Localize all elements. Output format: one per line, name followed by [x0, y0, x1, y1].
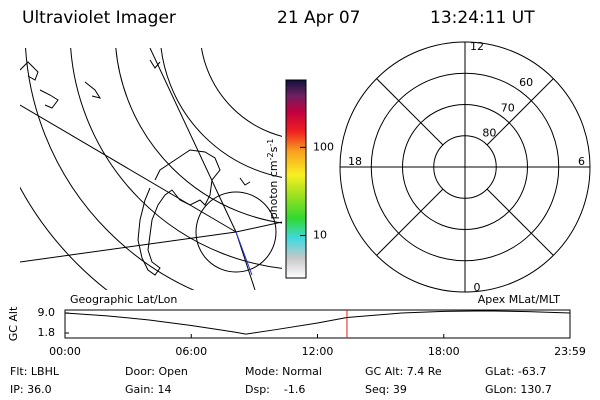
- date: 21 Apr 07: [277, 8, 360, 28]
- x-tick-label: 12:00: [302, 345, 334, 358]
- colorbar-tick-label: 100: [313, 140, 334, 153]
- y-tick-label: 1.8: [38, 326, 56, 339]
- geo-map: [20, 48, 282, 290]
- info-field: Gain: 14: [125, 383, 172, 396]
- polar-plot: 80 70 60 0 6 12 18: [339, 40, 591, 294]
- x-tick-label: 06:00: [175, 345, 207, 358]
- colorbar: [285, 79, 307, 279]
- left-label: Geographic Lat/Lon: [70, 293, 177, 306]
- polar-spoke: [376, 188, 444, 256]
- altitude-curve: [64, 310, 571, 335]
- lat-label: 60: [519, 76, 533, 89]
- mlt-label: 12: [470, 40, 484, 53]
- lat-label: 70: [501, 101, 515, 114]
- info-field: Flt: LBHL: [10, 365, 60, 378]
- mlt-label: 0: [474, 281, 481, 294]
- colorbar-label: photon cm-2s-1: [266, 139, 281, 220]
- info-field: Dsp: -1.6: [245, 383, 305, 396]
- mlt-label: 18: [348, 155, 362, 168]
- mlt-label: 6: [578, 155, 585, 168]
- x-tick-label: 18:00: [428, 345, 460, 358]
- info-field: Mode: Normal: [245, 365, 322, 378]
- info-field: GC Alt: 7.4 Re: [365, 365, 442, 378]
- info-panel: Flt: LBHL IP: 36.0 Door: Open Gain: 14 Mode:…: [10, 365, 552, 396]
- polar-spoke: [486, 188, 554, 256]
- time: 13:24:11 UT: [430, 8, 535, 28]
- info-field: IP: 36.0: [10, 383, 52, 396]
- x-tick-label: 23:59: [554, 345, 586, 358]
- plot-frame: [64, 309, 571, 339]
- x-tick-label: 00:00: [49, 345, 81, 358]
- y-tick-label: 9.0: [38, 306, 56, 319]
- right-label: Apex MLat/MLT: [478, 293, 561, 306]
- colorbar-tick-label: 10: [313, 229, 327, 242]
- y-axis-label: GC Alt: [7, 306, 20, 341]
- lat-label: 80: [482, 127, 496, 140]
- info-field: Seq: 39: [365, 383, 407, 396]
- title: Ultraviolet Imager: [22, 8, 176, 28]
- info-field: GLon: 130.7: [485, 383, 552, 396]
- altitude-plot: Geographic Lat/Lon Apex MLat/MLT GC Alt 1.8…: [7, 293, 586, 358]
- info-field: GLat: -63.7: [485, 365, 546, 378]
- info-field: Door: Open: [125, 365, 188, 378]
- polar-spoke: [486, 78, 554, 146]
- polar-spoke: [376, 78, 444, 146]
